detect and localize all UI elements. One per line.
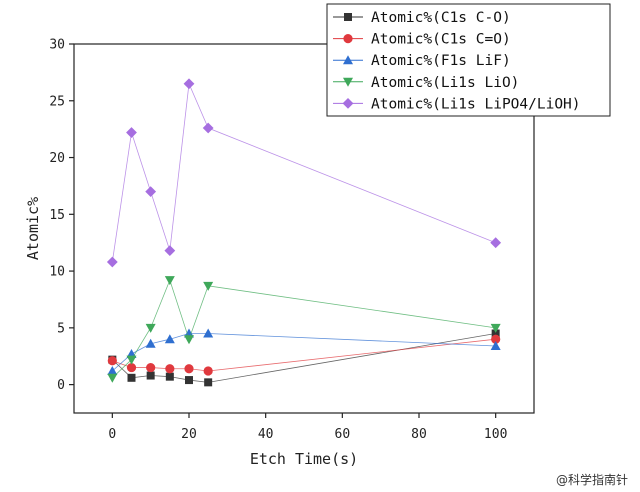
y-tick-label: 5 [57, 321, 65, 336]
data-point [184, 364, 194, 374]
x-tick-label: 80 [411, 427, 427, 442]
legend-marker [344, 13, 352, 21]
data-point [203, 366, 213, 376]
data-point [165, 372, 174, 381]
data-point [145, 338, 156, 348]
legend-marker [343, 55, 353, 65]
data-point [107, 356, 117, 366]
data-point [127, 373, 136, 382]
x-axis: 0 20 40 60 80 100 [108, 413, 507, 442]
y-tick-label: 25 [49, 94, 65, 109]
y-tick-label: 0 [57, 378, 65, 393]
legend-entry: Atomic%(C1s C-O) [333, 10, 511, 26]
data-point [146, 371, 155, 380]
data-point [165, 364, 175, 374]
legend-label: Atomic%(C1s C=O) [371, 32, 511, 48]
data-point [126, 127, 137, 138]
data-point [146, 362, 156, 373]
x-tick-label: 40 [258, 427, 274, 442]
data-point [490, 341, 501, 351]
series-line [112, 278, 496, 379]
data-point [183, 78, 195, 90]
y-tick-label: 30 [49, 38, 65, 53]
legend-entry: Atomic%(F1s LiF) [333, 53, 511, 69]
data-point [164, 276, 175, 286]
y-tick-label: 20 [49, 151, 65, 166]
data-point [184, 335, 194, 345]
legend-label: Atomic%(Li1s LiO) [371, 75, 519, 91]
watermark-text: @科学指南针 [556, 472, 628, 487]
legend-label: Atomic%(C1s C-O) [371, 10, 511, 26]
data-point [203, 281, 214, 291]
data-point [490, 323, 501, 333]
data-point [107, 365, 118, 375]
legend-label: Atomic%(F1s LiF) [371, 53, 511, 69]
data-point [126, 355, 137, 365]
plot-border [73, 43, 535, 414]
data-point [126, 362, 137, 373]
series-2 [107, 334, 501, 376]
legend: Atomic%(C1s C-O) Atomic%(C1s C=O) Atomic%(… [326, 3, 611, 117]
data-point [164, 245, 176, 257]
legend-marker [343, 77, 353, 87]
legend-entry: Atomic%(Li1s LiO) [333, 75, 519, 91]
legend-entry: Atomic%(C1s C=O) [333, 32, 511, 48]
series-layer [106, 78, 502, 387]
y-axis: 0 5 10 15 20 25 30 [49, 38, 74, 393]
data-point [491, 334, 501, 344]
y-tick-label: 10 [49, 265, 65, 280]
legend-entry: Atomic%(Li1s LiPO4/LiOH) [333, 96, 581, 112]
legend-box [326, 3, 611, 117]
series-4 [107, 276, 501, 383]
data-point [107, 373, 118, 383]
x-tick-label: 60 [335, 427, 351, 442]
legend-marker [343, 34, 353, 44]
data-point [145, 186, 157, 197]
x-tick-label: 0 [108, 427, 116, 442]
data-point [491, 329, 500, 338]
data-point [490, 237, 502, 249]
data-point [203, 328, 214, 338]
data-point [202, 122, 214, 134]
data-point [106, 256, 118, 268]
data-point [164, 334, 175, 344]
x-axis-title: Etch Time(s) [250, 450, 358, 468]
data-point [204, 378, 213, 387]
series-5 [106, 78, 502, 268]
y-axis-title: Atomic% [24, 197, 42, 260]
legend-label: Atomic%(Li1s LiPO4/LiOH) [371, 96, 581, 112]
x-tick-label: 20 [181, 427, 197, 442]
legend-marker [342, 98, 354, 109]
plot-frame [73, 43, 535, 414]
x-tick-label: 100 [484, 427, 507, 442]
data-point [185, 376, 193, 385]
y-tick-label: 15 [49, 208, 65, 223]
data-point [145, 323, 156, 333]
series-3 [107, 328, 501, 375]
